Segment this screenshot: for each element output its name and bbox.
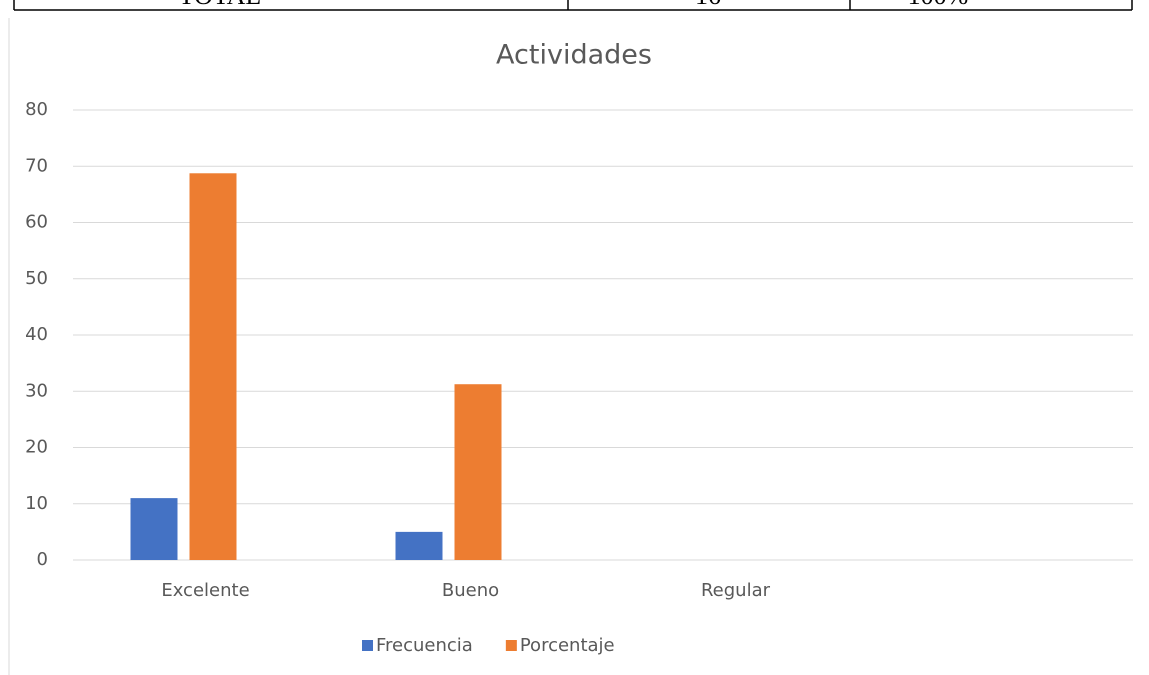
y-tick-label: 20 — [25, 437, 48, 458]
bar — [189, 173, 237, 560]
y-tick-label: 40 — [25, 324, 48, 345]
legend-swatch — [362, 640, 373, 651]
bar — [130, 498, 178, 560]
x-tick-label: Excelente — [161, 580, 249, 601]
y-tick-label: 50 — [25, 268, 48, 289]
y-tick-label: 70 — [25, 155, 48, 176]
y-tick-label: 60 — [25, 212, 48, 233]
legend-swatch — [505, 640, 517, 651]
legend-label: Frecuencia — [376, 635, 473, 656]
y-tick-label: 30 — [25, 380, 48, 401]
x-tick-label: Bueno — [442, 580, 499, 601]
x-tick-label: Regular — [701, 580, 771, 601]
y-tick-label: 0 — [37, 549, 48, 570]
y-tick-label: 80 — [25, 99, 48, 120]
table-cell: TOTAL — [179, 0, 262, 10]
y-tick-label: 10 — [25, 493, 48, 514]
table-cell: 16 — [695, 0, 721, 10]
table-cell: 100% — [908, 0, 969, 10]
chart-title: Actividades — [496, 40, 652, 71]
legend-label: Porcentaje — [520, 635, 615, 656]
bar — [395, 531, 443, 560]
bar — [454, 384, 502, 560]
